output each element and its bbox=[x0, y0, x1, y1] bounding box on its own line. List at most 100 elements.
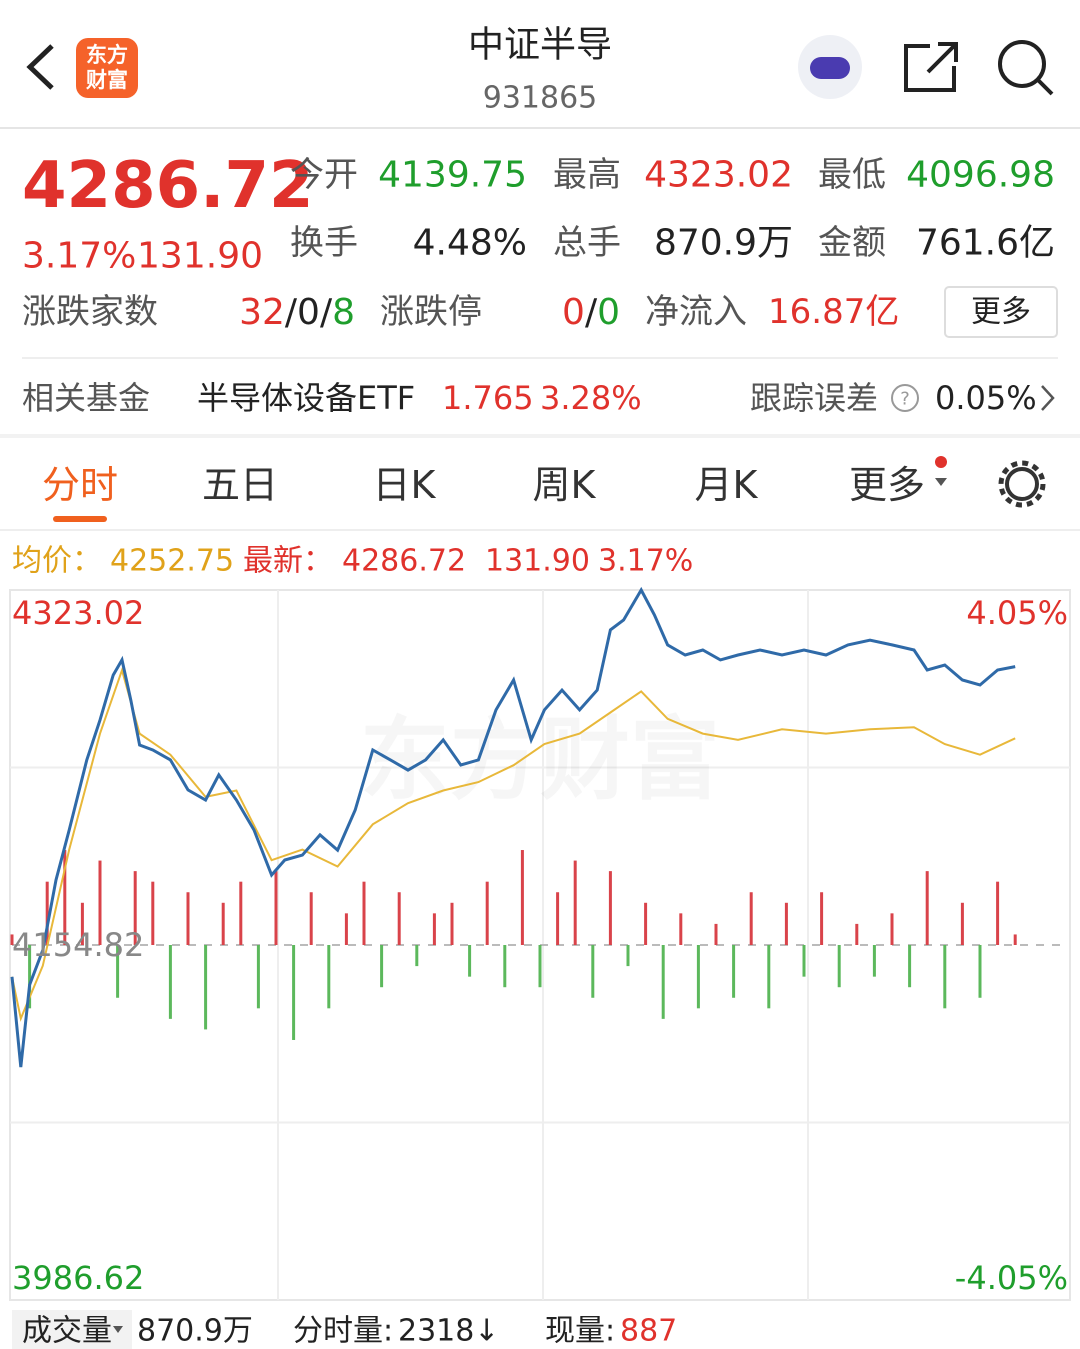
flow-bar bbox=[661, 945, 665, 1019]
share-icon[interactable] bbox=[904, 42, 958, 92]
stock-code: 931865 bbox=[483, 81, 598, 116]
tab[interactable]: 周K bbox=[533, 463, 597, 507]
logo-text: 东方 bbox=[86, 43, 128, 67]
stat-value: 4.48% bbox=[413, 223, 527, 264]
help-glyph: ? bbox=[900, 389, 910, 410]
flow-bar bbox=[714, 923, 718, 945]
stat-label: 最高 bbox=[553, 155, 621, 195]
flow-bar bbox=[626, 945, 630, 967]
tab[interactable]: 更多 bbox=[849, 463, 925, 507]
logo-text: 财富 bbox=[86, 68, 128, 92]
avg-label: 均价： bbox=[12, 544, 102, 579]
flow-bar bbox=[943, 945, 947, 1009]
flow-bar bbox=[344, 913, 348, 945]
stat-value: 4139.75 bbox=[378, 155, 527, 196]
tab[interactable]: 日K bbox=[373, 463, 437, 507]
tracking-error: 0.05% bbox=[935, 379, 1037, 417]
flow-bar bbox=[820, 892, 824, 945]
flow-bar bbox=[450, 902, 454, 945]
tab[interactable]: 五日 bbox=[202, 463, 278, 507]
tab[interactable]: 月K bbox=[695, 463, 759, 507]
dropdown-arrow bbox=[113, 1326, 123, 1333]
flow-bar bbox=[802, 945, 806, 977]
counts: 0/0 bbox=[562, 292, 620, 333]
change: 131.90 bbox=[137, 236, 263, 277]
current-volume-label: 现量: bbox=[545, 1314, 615, 1349]
stat-label: 今开 bbox=[290, 155, 358, 195]
dropdown-arrow bbox=[935, 478, 947, 486]
flow-bar bbox=[63, 850, 67, 945]
flow-bar bbox=[591, 945, 595, 998]
separator: / bbox=[320, 292, 333, 333]
tracking-label: 跟踪误差 bbox=[750, 379, 878, 417]
flow-bar bbox=[960, 902, 964, 945]
page-title: 中证半导 bbox=[468, 25, 612, 66]
count: 0 bbox=[297, 292, 320, 333]
flow-bar bbox=[749, 892, 753, 945]
stat-value: 761.6亿 bbox=[916, 223, 1055, 264]
stat-value: 4323.02 bbox=[644, 155, 793, 196]
flow-bar bbox=[855, 923, 859, 945]
flow-bar bbox=[837, 945, 841, 988]
flow-bar bbox=[679, 913, 683, 945]
volume-selector[interactable] bbox=[12, 1310, 132, 1349]
latest-change: 131.90 bbox=[485, 544, 590, 579]
help-icon[interactable] bbox=[891, 384, 919, 412]
flow-bar bbox=[520, 850, 524, 945]
flow-bar bbox=[151, 881, 155, 945]
latest-label: 最新： bbox=[243, 544, 333, 579]
inflow-value: 16.87亿 bbox=[768, 292, 899, 332]
count: 0 bbox=[562, 292, 585, 333]
flow-bar bbox=[732, 945, 736, 998]
search-handle bbox=[1036, 78, 1054, 96]
latest-value: 4286.72 bbox=[342, 544, 466, 579]
fund-price: 1.765 bbox=[442, 379, 534, 417]
flow-bar bbox=[28, 945, 32, 1009]
breadth-label: 涨跌家数 bbox=[22, 292, 158, 332]
y-tick-label: 4323.02 bbox=[12, 594, 144, 632]
flow-bar bbox=[98, 860, 102, 945]
flow-bar bbox=[503, 945, 507, 988]
flow-bar bbox=[1013, 934, 1017, 945]
limit-label: 涨跌停 bbox=[380, 292, 482, 332]
flow-bar bbox=[784, 902, 788, 945]
flow-bar bbox=[556, 892, 560, 945]
flow-bar bbox=[80, 902, 84, 945]
flow-bar bbox=[538, 945, 542, 988]
flow-bar bbox=[45, 881, 49, 945]
chevron[interactable] bbox=[1041, 385, 1055, 411]
flow-bar bbox=[925, 871, 929, 945]
flow-bar bbox=[186, 892, 190, 945]
y-tick-label: 3986.62 bbox=[12, 1259, 144, 1297]
separator: / bbox=[585, 292, 598, 333]
flow-bar bbox=[204, 945, 208, 1030]
more-button[interactable] bbox=[944, 286, 1058, 338]
stat-label: 总手 bbox=[553, 223, 621, 263]
back-button[interactable] bbox=[26, 44, 54, 90]
search-icon[interactable] bbox=[998, 40, 1046, 88]
settings-icon[interactable] bbox=[1005, 467, 1039, 501]
y2-tick-label: 4.05% bbox=[966, 594, 1068, 632]
minute-volume: 2318 bbox=[398, 1314, 474, 1349]
red-dot bbox=[935, 456, 947, 468]
tab[interactable]: 分时 bbox=[42, 463, 118, 507]
flow-bar bbox=[432, 913, 436, 945]
stat-value: 870.9万 bbox=[654, 223, 793, 264]
flow-bar bbox=[468, 945, 472, 977]
flow-bar bbox=[327, 945, 331, 1009]
flow-bar bbox=[168, 945, 172, 1019]
inflow-label: 净流入 bbox=[645, 292, 747, 332]
separator: / bbox=[285, 292, 298, 333]
minute-volume-label: 分时量: bbox=[293, 1314, 393, 1349]
price-line bbox=[10, 586, 1016, 1068]
chart-frame bbox=[9, 589, 1071, 1301]
flow-bar bbox=[256, 945, 260, 1009]
down-arrow: ↓ bbox=[474, 1314, 499, 1349]
latest-pct: 3.17% bbox=[598, 544, 693, 579]
flow-bar bbox=[397, 892, 401, 945]
flow-bar bbox=[485, 881, 489, 945]
assistant-face bbox=[810, 57, 850, 79]
fund-pct: 3.28% bbox=[540, 379, 642, 417]
